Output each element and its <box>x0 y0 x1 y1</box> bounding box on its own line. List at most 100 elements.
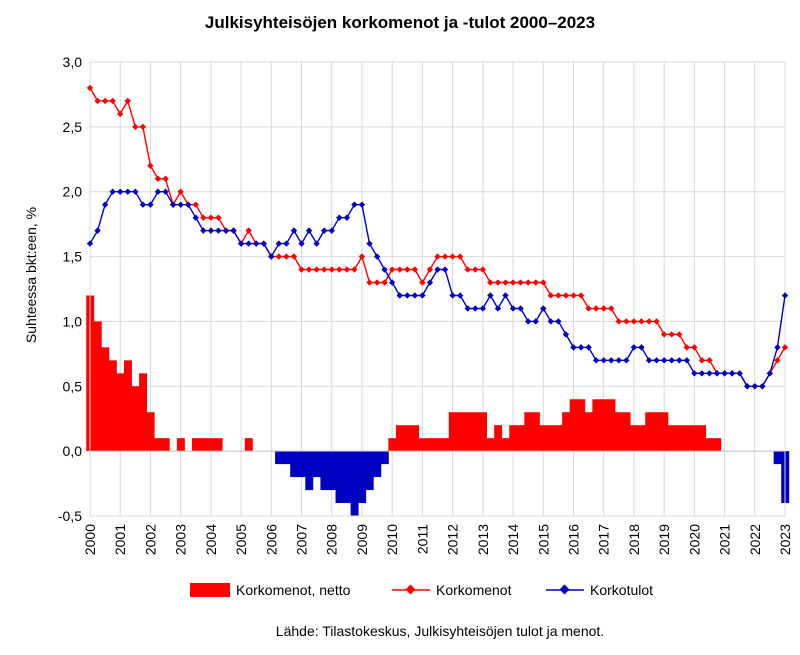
point-marker <box>396 292 403 299</box>
line-series <box>86 84 789 390</box>
point-marker <box>434 266 441 273</box>
y-tick-label: 1,0 <box>63 313 83 329</box>
point-marker <box>653 318 660 325</box>
point-marker <box>464 266 471 273</box>
x-tick-label: 2010 <box>384 524 400 555</box>
bar <box>426 438 435 452</box>
point-marker <box>290 253 298 260</box>
point-marker <box>185 201 192 208</box>
bar <box>214 438 223 452</box>
y-tick-label: 2,5 <box>63 119 83 135</box>
point-marker <box>320 227 328 234</box>
point-marker <box>305 227 313 234</box>
point-marker <box>260 240 267 247</box>
point-marker <box>736 370 743 377</box>
point-marker <box>472 266 479 273</box>
point-marker <box>275 253 283 260</box>
point-marker <box>154 175 162 182</box>
bar <box>713 438 722 452</box>
point-marker <box>456 292 464 299</box>
point-marker <box>139 201 147 208</box>
point-marker <box>502 279 509 286</box>
point-marker <box>434 253 441 260</box>
bar <box>471 412 480 452</box>
x-tick-label: 2017 <box>596 524 612 555</box>
point-marker <box>524 318 532 325</box>
point-marker <box>366 279 373 286</box>
legend-bar-swatch <box>190 583 230 597</box>
point-marker <box>615 318 623 325</box>
bar <box>305 451 314 491</box>
point-marker <box>200 227 207 234</box>
point-marker <box>585 305 592 312</box>
point-marker <box>592 305 600 312</box>
x-tick-label: 2023 <box>777 524 793 555</box>
bar <box>494 425 503 452</box>
point-marker <box>109 188 116 195</box>
point-marker <box>774 357 781 364</box>
point-marker <box>328 227 335 234</box>
x-tick-label: 2002 <box>142 524 158 555</box>
x-tick-label: 2004 <box>203 524 219 555</box>
bar <box>335 451 344 504</box>
legend-income-marker <box>559 584 570 595</box>
bar <box>395 425 404 452</box>
bar <box>524 412 533 452</box>
point-marker <box>645 357 653 364</box>
point-marker <box>608 305 615 312</box>
x-tick-label: 2003 <box>173 524 189 555</box>
y-tick-label: 2,0 <box>63 184 83 200</box>
point-marker <box>759 383 766 390</box>
bar <box>562 412 571 452</box>
point-marker <box>676 357 683 364</box>
point-marker <box>94 227 101 234</box>
point-marker <box>169 201 177 208</box>
point-marker <box>124 188 131 195</box>
point-marker <box>94 97 101 105</box>
point-marker <box>456 253 464 260</box>
point-marker <box>222 227 230 234</box>
point-marker <box>388 279 396 286</box>
point-marker <box>517 305 524 312</box>
bar <box>683 425 691 452</box>
point-marker <box>623 357 630 364</box>
bar <box>380 451 389 465</box>
x-tick-labels: 2000 2001 2002 2003 2004 2005 2006 2007 2008 2009… <box>82 524 793 555</box>
point-marker <box>298 240 305 247</box>
point-marker <box>676 331 683 338</box>
point-marker <box>411 292 419 299</box>
point-marker <box>494 279 502 286</box>
point-marker <box>547 292 555 299</box>
x-tick-label: 2009 <box>354 524 370 555</box>
bar <box>690 425 699 452</box>
point-marker <box>608 357 615 364</box>
point-marker <box>774 344 781 351</box>
point-marker <box>404 266 411 273</box>
bar <box>516 425 525 452</box>
point-marker <box>290 227 298 234</box>
bar <box>312 451 321 478</box>
point-marker <box>381 279 388 286</box>
bar <box>441 438 450 452</box>
point-marker <box>706 370 713 377</box>
point-marker <box>207 214 215 221</box>
point-marker <box>562 331 570 338</box>
point-marker <box>691 344 698 351</box>
point-marker <box>713 370 721 377</box>
bar <box>607 399 616 452</box>
point-marker <box>562 292 570 299</box>
y-tick-label: 3,0 <box>63 54 83 70</box>
point-marker <box>464 305 471 312</box>
point-marker <box>381 266 388 273</box>
legend-bar-label: Korkomenot, netto <box>236 582 351 598</box>
point-marker <box>683 357 690 364</box>
point-marker <box>509 279 517 286</box>
bar <box>637 425 646 452</box>
x-tick-label: 2013 <box>475 524 491 555</box>
bar <box>297 451 306 478</box>
point-marker <box>660 331 668 338</box>
point-marker <box>524 279 532 286</box>
point-marker <box>245 240 252 247</box>
point-marker <box>177 201 184 208</box>
